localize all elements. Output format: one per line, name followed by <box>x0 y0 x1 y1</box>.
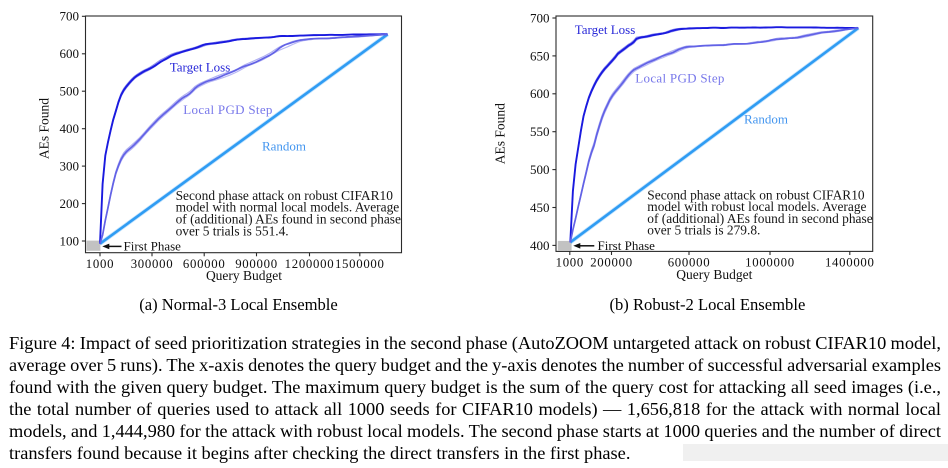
svg-text:1000000: 1000000 <box>745 256 795 270</box>
svg-text:1400000: 1400000 <box>825 256 875 270</box>
svg-text:Second phase attack on robust: Second phase attack on robust CIFAR10 <box>176 188 394 203</box>
svg-text:1000: 1000 <box>86 257 114 271</box>
svg-text:700: 700 <box>530 10 550 25</box>
svg-text:Query Budget: Query Budget <box>676 267 752 282</box>
svg-text:AEs Found: AEs Found <box>493 103 508 164</box>
svg-text:over 5 trials is 551.4.: over 5 trials is 551.4. <box>176 223 289 238</box>
svg-text:Random: Random <box>744 112 788 127</box>
svg-text:600000: 600000 <box>183 257 226 271</box>
svg-text:Random: Random <box>262 139 306 154</box>
svg-text:600: 600 <box>60 46 80 61</box>
svg-text:900000: 900000 <box>235 257 278 271</box>
svg-text:450: 450 <box>530 200 550 215</box>
svg-text:over 5 trials is 279.8.: over 5 trials is 279.8. <box>647 223 760 238</box>
svg-text:First Phase: First Phase <box>124 239 182 254</box>
svg-text:700: 700 <box>60 9 80 24</box>
svg-text:200: 200 <box>60 196 80 211</box>
svg-text:of (additional) AEs found in s: of (additional) AEs found in second phas… <box>647 211 872 226</box>
svg-text:650: 650 <box>530 48 550 63</box>
svg-text:model with robust local models: model with robust local models. Average <box>647 199 866 214</box>
svg-text:1200000: 1200000 <box>285 257 335 271</box>
svg-text:of (additional) AEs found in s: of (additional) AEs found in second phas… <box>176 212 401 227</box>
svg-text:model with normal local models: model with normal local models. Average <box>176 200 400 215</box>
svg-text:300000: 300000 <box>131 257 174 271</box>
svg-text:550: 550 <box>530 124 550 139</box>
svg-text:1000: 1000 <box>556 256 584 270</box>
svg-text:Local PGD Step: Local PGD Step <box>183 102 272 117</box>
svg-text:1500000: 1500000 <box>335 257 385 271</box>
svg-text:Query Budget: Query Budget <box>206 268 282 283</box>
svg-text:500: 500 <box>530 162 550 177</box>
svg-text:100: 100 <box>60 233 80 248</box>
svg-text:400: 400 <box>60 121 80 136</box>
svg-text:600000: 600000 <box>668 256 711 270</box>
svg-text:500: 500 <box>60 84 80 99</box>
svg-text:600: 600 <box>530 86 550 101</box>
svg-text:AEs Found: AEs Found <box>37 98 52 159</box>
svg-text:First Phase: First Phase <box>598 238 656 253</box>
svg-text:400: 400 <box>530 238 550 253</box>
svg-text:Target Loss: Target Loss <box>170 59 231 74</box>
svg-text:Local PGD Step: Local PGD Step <box>635 70 724 85</box>
svg-text:200000: 200000 <box>590 256 633 270</box>
svg-text:Second phase attack on robust: Second phase attack on robust CIFAR10 <box>647 187 865 202</box>
svg-text:300: 300 <box>60 159 80 174</box>
svg-text:Target Loss: Target Loss <box>575 22 636 37</box>
